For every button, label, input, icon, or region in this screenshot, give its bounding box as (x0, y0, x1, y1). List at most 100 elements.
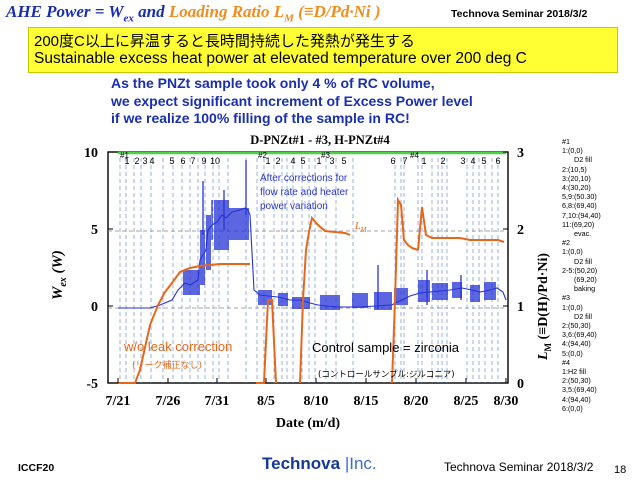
legend-line: D2 fill (574, 311, 592, 321)
legend-line: 4:(94,40) (562, 394, 591, 404)
title-part4: (≡D/Pd·Ni ) (293, 2, 381, 21)
wex-noise (470, 285, 480, 302)
correction-line1: After corrections for (260, 173, 348, 184)
step-label: 5 (481, 156, 486, 166)
y-left-tick-label: 0 (91, 300, 98, 315)
step-label: 1 (124, 156, 129, 166)
control-jp-label: (コントロールサンプル:ジルコニア) (318, 370, 455, 380)
x-tick-label: 7/31 (205, 394, 230, 409)
step-label: 9 (201, 156, 206, 166)
lm-line (118, 263, 250, 384)
wex-noise (352, 293, 368, 308)
y-right-tick-label: 2 (517, 223, 524, 238)
plot-title: D-PNZt#1 - #3, H-PNZt#4 (250, 133, 390, 147)
correction-line2: flow rate and heater (260, 187, 349, 198)
banner-japanese: 200度C以上に昇温すると長時間持続した発熱が発生する (34, 33, 415, 50)
legend-line: (69,20) (574, 275, 597, 285)
y-right-ticks: 3 2 1 0 (503, 146, 524, 392)
legend-line: 2:(50,30) (562, 376, 591, 386)
wex-series (118, 160, 507, 310)
wex-noise (278, 293, 288, 306)
wex-noise (200, 230, 205, 285)
sample-note: As the PNZt sample took only 4 % of RC v… (111, 75, 473, 128)
legend-line: 1:(0,0) (562, 302, 583, 312)
step-label: 6 (180, 156, 185, 166)
step-label: 5 (169, 156, 174, 166)
y-right-tick-label: 1 (517, 300, 524, 315)
step-label: 6 (390, 156, 395, 166)
legend-line: baking (574, 284, 596, 294)
step-label: 1 (316, 156, 321, 166)
title-part3: Loading Ratio L (168, 2, 285, 21)
wo-leak-label: w/o leak correction (123, 339, 232, 354)
x-tick-label: 7/21 (106, 394, 131, 409)
legend-line: 7,10:(94,40) (562, 210, 601, 220)
step-label: 6 (495, 156, 500, 166)
legend-line: 3:(20,10) (562, 173, 591, 183)
wex-noise (214, 200, 229, 250)
y-right-tick-label: 3 (517, 146, 524, 161)
x-tick-label: 8/10 (304, 394, 329, 409)
wex-noise (432, 283, 448, 300)
title-sub2: M (284, 12, 294, 25)
legend-line: 6:(0,0) (562, 403, 583, 413)
phase-label: #3 (321, 151, 330, 160)
wex-noise (320, 295, 340, 310)
step-label: 5 (300, 156, 305, 166)
step-label: 5 (341, 156, 346, 166)
step-label: 10 (210, 156, 220, 166)
logo-inc: Inc. (349, 454, 377, 473)
lm-label: LM (354, 221, 368, 234)
legend-line: 2:(50,30) (562, 321, 591, 331)
x-tick-label: 8/25 (454, 394, 479, 409)
wex-noise (229, 208, 249, 240)
legend-line: #2 (562, 238, 570, 248)
wex-noise (374, 292, 392, 310)
phase-label: #1 (120, 151, 129, 160)
legend-line: 6,8:(69,40) (562, 201, 597, 211)
step-label: 4 (470, 156, 475, 166)
highlight-banner (28, 27, 618, 73)
plot-frame (107, 151, 509, 384)
legend-line: #1 (562, 137, 570, 146)
title-lm: Loading Ratio LM (≡D/Pd·Ni ) (168, 2, 381, 25)
step-label: 7 (190, 156, 195, 166)
legend-line: #3 (562, 293, 570, 303)
lm-line (417, 206, 505, 251)
step-label: 1 (265, 156, 270, 166)
y-left-tick-label: -5 (86, 377, 98, 392)
wo-leak-jp-label: (リーク補正なし) (132, 359, 202, 371)
phase-label: #2 (258, 151, 267, 160)
x-tick-label: 8/5 (257, 394, 275, 409)
wex-noise (292, 297, 310, 309)
title-wex: AHE Power = Wex (6, 2, 134, 24)
wex-noise (452, 282, 462, 298)
x-tick-label: 8/30 (494, 394, 519, 409)
y-left-tick-label: 5 (91, 223, 98, 238)
wex-noise (418, 280, 430, 302)
phase-label: #4 (410, 151, 419, 160)
x-axis-label: Date (m/d) (276, 416, 340, 431)
step-labels: 1 2 3 4 5 6 7 9 10 1 2 4 5 1 3 5 6 7 1 2 3 4 5 6 (124, 156, 500, 166)
y-left-ticks: 10 5 0 -5 (84, 146, 113, 392)
step-label: 4 (149, 156, 154, 166)
legend-line: evac. (574, 229, 592, 239)
step-label: 2 (440, 156, 445, 166)
x-tick-label: 7/26 (156, 394, 181, 409)
legend-line: D2 fill (574, 155, 592, 165)
step-label: 7 (402, 156, 407, 166)
legend-line: 3,5:(69,40) (562, 385, 597, 395)
y-right-tick-label: 0 (517, 377, 524, 392)
seminar-header: Technova Seminar 2018/3/2 (451, 8, 588, 20)
lm-label-sub: M (360, 226, 368, 234)
step-label: 3 (329, 156, 334, 166)
step-label: 4 (290, 156, 295, 166)
wex-noise (183, 270, 200, 295)
step-label: 3 (460, 156, 465, 166)
legend-line: 4:(30,20) (562, 183, 591, 193)
x-tick-label: 8/15 (354, 394, 379, 409)
y-left-tick-label: 10 (84, 146, 98, 161)
legend-line: 2-5:(50,20) (562, 265, 598, 275)
condition-legend: #1 1:(0,0) D2 fill 2:(10,5) 3:(20,10) 4:(30,2… (562, 137, 640, 413)
